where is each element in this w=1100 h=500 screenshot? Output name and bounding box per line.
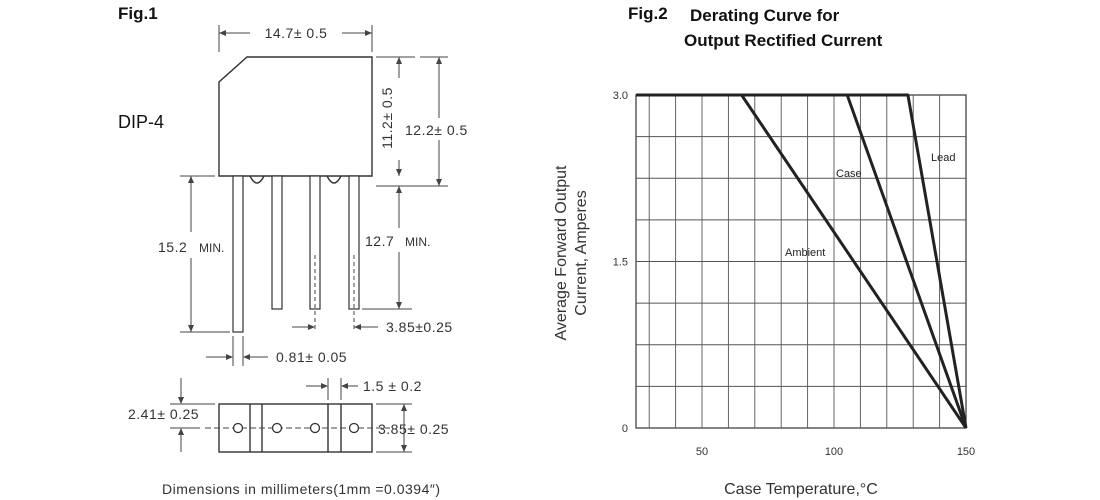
dim-pitch: 3.85±0.25	[292, 319, 453, 335]
package-label: DIP-4	[118, 112, 164, 132]
y-tick-label: 0	[622, 423, 628, 435]
fig1-mechanical-drawing: Fig.1 DIP-4 14.7± 0.5	[118, 4, 468, 497]
fig2-label: Fig.2	[628, 4, 668, 23]
dim-pin-gap-label: 1.5 ± 0.2	[363, 378, 422, 394]
lead-1	[232, 175, 244, 333]
dim-lead-length-right: 12.7 MIN.	[362, 186, 430, 310]
y-axis-title-line2: Current, Amperes	[573, 190, 590, 315]
series-line-lead	[636, 93, 968, 429]
series-label-lead: Lead	[931, 152, 955, 164]
lead-3	[309, 175, 321, 310]
x-axis-title: Case Temperature,°C	[724, 481, 878, 498]
dim-side-height-label: 3.85± 0.25	[378, 421, 449, 437]
dim-lead-length-right-label: 12.7	[365, 233, 394, 249]
x-tick-label: 50	[696, 446, 708, 458]
dim-total-height-label: 12.2± 0.5	[405, 122, 468, 138]
dim-pitch-label: 3.85±0.25	[386, 319, 453, 335]
dim-lead-length-label: 15.2	[158, 239, 187, 255]
chart-title-line1: Derating Curve for	[690, 6, 840, 25]
dim-lead-length: 15.2 MIN.	[158, 175, 230, 333]
lead-2	[271, 175, 283, 310]
dim-body-height-label: 11.2± 0.5	[379, 87, 395, 149]
dim-side-thickness-label: 2.41± 0.25	[128, 406, 199, 422]
y-tick-label: 1.5	[613, 257, 628, 269]
package-body	[218, 56, 373, 177]
dim-width: 14.7± 0.5	[218, 25, 373, 52]
y-tick-label: 3.0	[613, 90, 628, 102]
dim-total-height: 12.2± 0.5	[376, 56, 468, 187]
dim-lead-length-right-min: MIN.	[405, 235, 430, 249]
chart-ticks: 50 100 150 0 1.5 3.0	[613, 90, 975, 458]
dim-lead-width-label: 0.81± 0.05	[276, 349, 347, 365]
chart-title-line2: Output Rectified Current	[684, 31, 883, 50]
dimensions-footer: Dimensions in millimeters(1mm =0.0394″)	[162, 481, 440, 497]
y-axis-title-line1: Average Forward Output	[553, 165, 570, 340]
lead-notch-1	[249, 175, 265, 184]
fig2-derating-chart: Fig.2 Derating Curve for Output Rectifie…	[553, 4, 975, 498]
dim-lead-width: 0.81± 0.05	[206, 336, 347, 366]
dim-lead-length-min: MIN.	[199, 241, 224, 255]
leads	[232, 175, 360, 333]
x-tick-label: 150	[957, 446, 975, 458]
lead-4	[348, 175, 360, 310]
dim-body-height: 11.2± 0.5	[376, 56, 415, 176]
side-view: 1.5 ± 0.2 2.41± 0.25 3.85± 0.25	[128, 378, 449, 453]
x-tick-label: 100	[825, 446, 843, 458]
chart-series: Ambient Case Lead	[636, 93, 968, 429]
dim-width-label: 14.7± 0.5	[265, 25, 328, 41]
fig1-label: Fig.1	[118, 4, 158, 23]
lead-notch-2	[326, 175, 342, 184]
series-label-ambient: Ambient	[785, 247, 825, 259]
series-label-case: Case	[836, 168, 862, 180]
